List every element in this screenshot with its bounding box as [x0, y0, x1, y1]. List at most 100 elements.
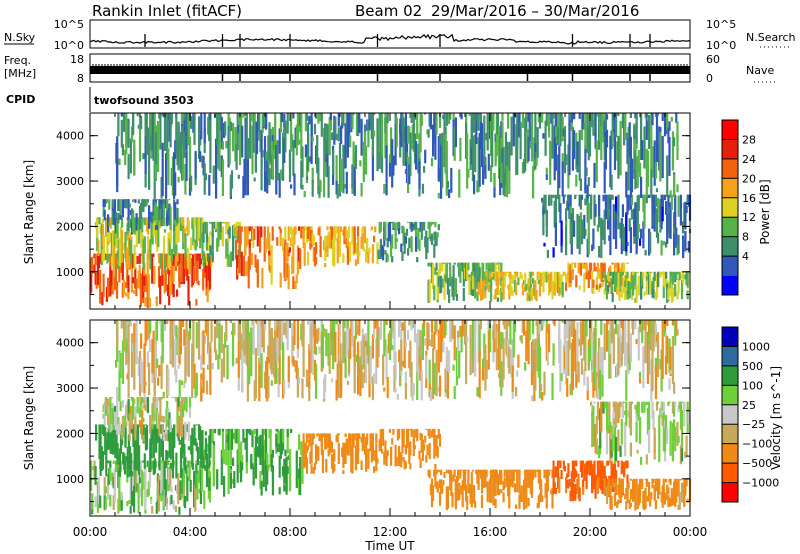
heatmap-cell	[216, 238, 219, 252]
heatmap-cell	[484, 285, 487, 296]
heatmap-cell	[266, 357, 269, 402]
heatmap-cell	[600, 219, 603, 235]
heatmap-cell	[152, 419, 155, 424]
heatmap-cell	[254, 226, 257, 228]
heatmap-cell	[211, 234, 214, 260]
heatmap-cell	[236, 463, 239, 483]
heatmap-cell	[137, 199, 140, 204]
heatmap-cell	[252, 113, 255, 153]
heatmap-cell	[253, 457, 256, 468]
heatmap-cell	[575, 275, 578, 288]
heatmap-cell	[459, 469, 462, 479]
heatmap-cell	[409, 221, 412, 230]
heatmap-cell	[468, 277, 471, 296]
heatmap-cell	[338, 226, 342, 245]
heatmap-cell	[193, 497, 196, 508]
heatmap-cell	[202, 330, 205, 358]
heatmap-cell	[584, 113, 587, 149]
heatmap-cell	[673, 137, 676, 147]
heatmap-cell	[373, 113, 376, 115]
heatmap-cell	[490, 482, 493, 497]
heatmap-cell	[163, 113, 167, 151]
heatmap-cell	[687, 271, 690, 273]
heatmap-cell	[596, 376, 599, 400]
heatmap-cell	[348, 113, 351, 147]
heatmap-cell	[637, 484, 640, 506]
heatmap-cell	[288, 449, 292, 492]
heatmap-cell	[637, 275, 640, 296]
heatmap-cell	[266, 453, 269, 466]
heatmap-cell	[466, 336, 469, 343]
heatmap-cell	[168, 257, 171, 268]
heatmap-cell	[164, 217, 167, 223]
heatmap-cell	[278, 443, 281, 452]
heatmap-cell	[566, 200, 569, 211]
heatmap-cell	[642, 221, 645, 249]
heatmap-cell	[334, 117, 337, 136]
heatmap-cell	[573, 113, 576, 119]
heatmap-cell	[458, 169, 461, 198]
heatmap-cell	[300, 226, 303, 239]
heatmap-cell	[450, 167, 453, 193]
heatmap-cell	[276, 337, 279, 363]
heatmap-cell	[237, 320, 240, 349]
heatmap-cell	[408, 320, 411, 326]
heatmap-cell	[220, 325, 223, 353]
freq-band	[90, 66, 690, 74]
heatmap-cell	[228, 226, 231, 239]
heatmap-cell	[258, 357, 261, 402]
heatmap-cell	[366, 238, 369, 257]
heatmap-cell	[299, 457, 302, 496]
heatmap-cell	[659, 359, 662, 370]
heatmap-cell	[303, 191, 306, 198]
heatmap-cell	[244, 232, 247, 256]
heatmap-cell	[365, 145, 368, 175]
heatmap-cell	[269, 128, 272, 163]
heatmap-cell	[208, 174, 211, 196]
heatmap-cell	[111, 403, 114, 412]
heatmap-cell	[477, 469, 480, 490]
heatmap-cell	[342, 144, 345, 194]
heatmap-cell	[235, 239, 238, 260]
heatmap-cell	[510, 286, 513, 294]
heatmap-cell	[607, 460, 610, 466]
heatmap-cell	[507, 271, 510, 273]
heatmap-cell	[628, 356, 631, 371]
heatmap-cell	[544, 271, 547, 279]
heatmap-cell	[137, 483, 140, 514]
heatmap-cell	[132, 113, 135, 136]
heatmap-cell	[569, 194, 572, 208]
heatmap-cell	[215, 349, 218, 361]
heatmap-cell	[99, 449, 102, 476]
heatmap-cell	[305, 433, 309, 443]
heatmap-cell	[203, 490, 206, 509]
heatmap-cell	[665, 478, 668, 483]
heatmap-cell	[413, 445, 417, 449]
heatmap-cell	[585, 267, 588, 280]
heatmap-cell	[618, 288, 621, 301]
heatmap-cell	[126, 276, 129, 286]
heatmap-cell	[116, 321, 119, 348]
heatmap-cell	[490, 165, 493, 182]
heatmap-cell	[442, 480, 445, 486]
heatmap-cell	[125, 421, 128, 427]
heatmap-cell	[180, 409, 184, 438]
heatmap-cell	[229, 468, 232, 474]
heatmap-cell	[294, 280, 297, 289]
heatmap-cell	[153, 424, 156, 437]
heatmap-cell	[544, 120, 547, 156]
heatmap-cell	[676, 121, 679, 141]
heatmap-cell	[229, 121, 232, 132]
heatmap-cell	[232, 457, 235, 466]
heatmap-cell	[428, 113, 431, 127]
heatmap-cell	[669, 271, 672, 275]
heatmap-cell	[367, 120, 370, 148]
heatmap-cell	[238, 255, 241, 274]
heatmap-cell	[375, 338, 378, 385]
nsky-tick-top: 10^5	[54, 18, 84, 31]
heatmap-cell	[433, 363, 436, 395]
heatmap-cell	[536, 469, 539, 472]
heatmap-cell	[598, 246, 601, 258]
heatmap-cell	[135, 278, 138, 297]
